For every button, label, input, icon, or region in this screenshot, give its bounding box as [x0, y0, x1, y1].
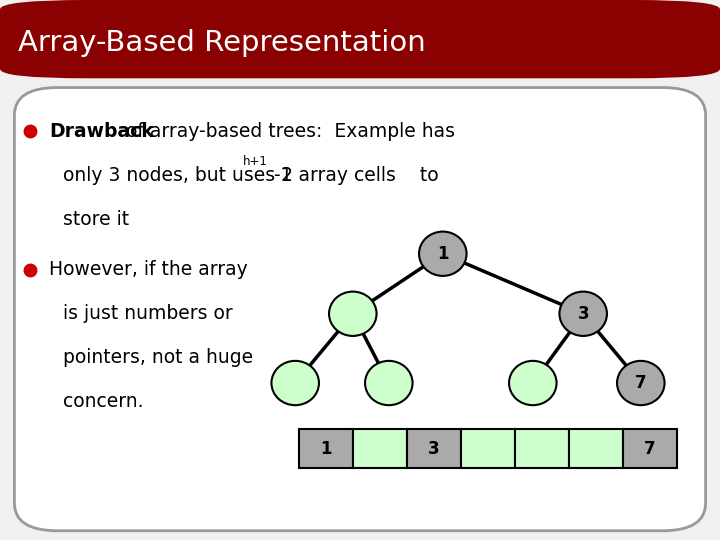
- Bar: [353, 429, 407, 468]
- Text: 7: 7: [644, 440, 656, 458]
- Ellipse shape: [509, 361, 557, 405]
- Text: only 3 nodes, but uses 2: only 3 nodes, but uses 2: [63, 166, 293, 185]
- Text: 1: 1: [437, 245, 449, 263]
- Bar: [623, 429, 677, 468]
- Text: concern.: concern.: [63, 392, 144, 410]
- Text: -1 array cells    to: -1 array cells to: [274, 166, 438, 185]
- Ellipse shape: [559, 292, 607, 336]
- Bar: [569, 429, 623, 468]
- Text: of array-based trees:  Example has: of array-based trees: Example has: [120, 122, 454, 141]
- Bar: [461, 429, 515, 468]
- Text: 3: 3: [428, 440, 440, 458]
- Ellipse shape: [271, 361, 319, 405]
- Ellipse shape: [419, 232, 467, 276]
- FancyBboxPatch shape: [14, 87, 706, 531]
- Text: 1: 1: [320, 440, 331, 458]
- Bar: [299, 429, 353, 468]
- Text: 7: 7: [635, 374, 647, 392]
- Text: pointers, not a huge: pointers, not a huge: [63, 348, 253, 367]
- Text: 3: 3: [577, 305, 589, 323]
- Text: store it: store it: [63, 210, 130, 228]
- Text: Drawback: Drawback: [49, 122, 153, 141]
- Text: Array-Based Representation: Array-Based Representation: [18, 29, 426, 57]
- Ellipse shape: [329, 292, 377, 336]
- Ellipse shape: [617, 361, 665, 405]
- Ellipse shape: [365, 361, 413, 405]
- Bar: [515, 429, 569, 468]
- FancyBboxPatch shape: [0, 0, 720, 78]
- Bar: [407, 429, 461, 468]
- Text: is just numbers or: is just numbers or: [63, 304, 233, 323]
- Text: However, if the array: However, if the array: [49, 260, 248, 279]
- Text: h+1: h+1: [243, 155, 269, 168]
